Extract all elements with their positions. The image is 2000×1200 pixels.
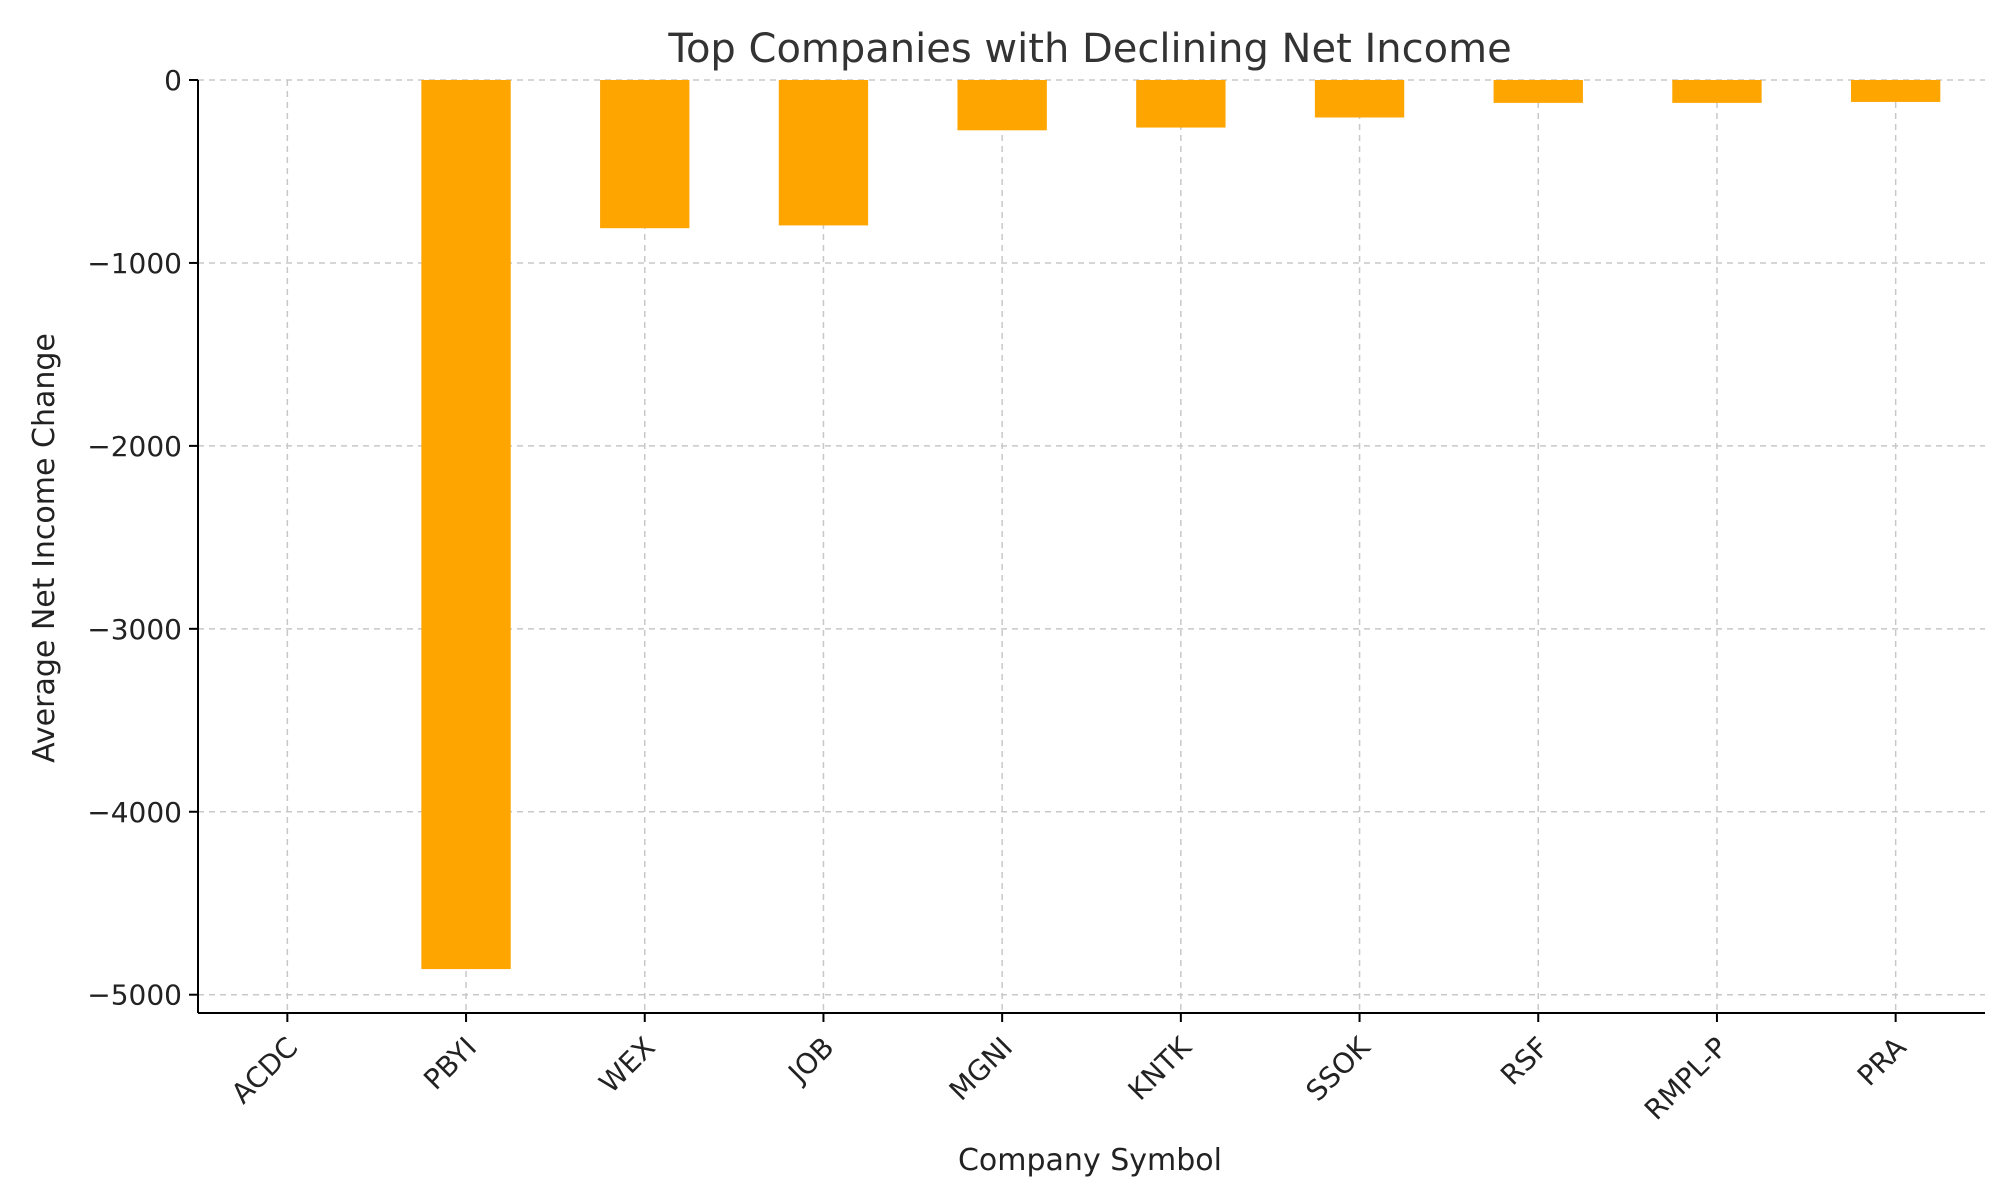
x-tick-label: JOB bbox=[781, 1031, 841, 1091]
bar-pbyi bbox=[421, 80, 511, 970]
bar-pra bbox=[1850, 80, 1941, 102]
y-tick-label: −1000 bbox=[87, 247, 182, 280]
chart-title: Top Companies with Declining Net Income bbox=[667, 26, 1511, 72]
x-tick-label: MGNI bbox=[943, 1031, 1019, 1107]
x-ticks: ACDC PBYI WEX JOB MGNI KNTK SSOK RSF RMPL-P PRA bbox=[225, 1013, 1913, 1126]
x-tick-label: WEX bbox=[593, 1031, 662, 1100]
bar-ssok bbox=[1314, 80, 1405, 118]
y-tick-label: −3000 bbox=[87, 613, 182, 646]
x-tick-label: ACDC bbox=[225, 1031, 304, 1110]
axes bbox=[197, 80, 1985, 1014]
x-tick-label: SSOK bbox=[1299, 1030, 1376, 1107]
x-tick-label: KNTK bbox=[1122, 1030, 1199, 1107]
x-tick-label: RMPL-P bbox=[1638, 1031, 1734, 1127]
y-axis-label: Average Net Income Change bbox=[27, 333, 62, 763]
y-tick-label: −2000 bbox=[87, 430, 182, 463]
x-axis-label: Company Symbol bbox=[958, 1143, 1222, 1178]
bar-wex bbox=[600, 80, 690, 229]
bar-rsf bbox=[1493, 80, 1583, 103]
y-tick-label: 0 bbox=[164, 64, 182, 97]
bar-job bbox=[778, 80, 869, 226]
bars bbox=[421, 80, 1941, 970]
x-tick-label: PBYI bbox=[417, 1031, 483, 1097]
bar-rmpl-p bbox=[1672, 80, 1762, 103]
x-tick-label: RSF bbox=[1494, 1031, 1555, 1092]
y-tick-label: −4000 bbox=[87, 796, 182, 829]
bar-kntk bbox=[1136, 80, 1226, 128]
x-tick-label: PRA bbox=[1851, 1031, 1913, 1093]
y-tick-label: −5000 bbox=[87, 979, 182, 1012]
y-ticks: 0 −1000 −2000 −3000 −4000 −5000 bbox=[87, 64, 198, 1012]
bar-mgni bbox=[957, 80, 1047, 131]
